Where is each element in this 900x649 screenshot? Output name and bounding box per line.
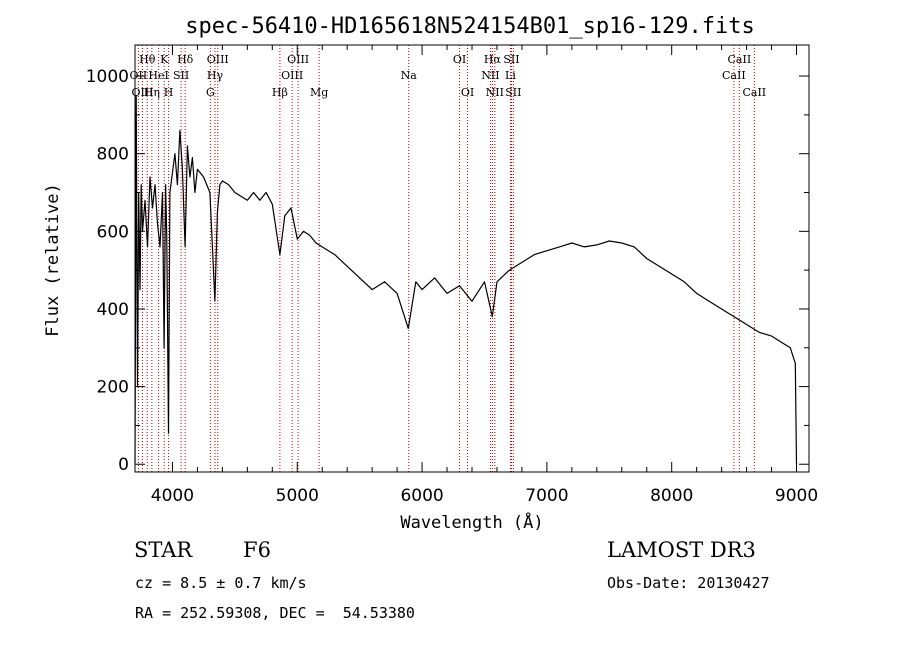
x-tick-label: 8000 — [650, 486, 693, 506]
y-tick-label: 200 — [97, 378, 129, 398]
plot-frame — [134, 44, 810, 473]
marker-label: K — [160, 53, 169, 66]
marker-label: Hδ — [177, 53, 194, 66]
y-tick-label: 800 — [97, 145, 129, 165]
marker-label: Mg — [310, 86, 328, 99]
object-class: STAR — [134, 538, 193, 562]
marker-label: SII — [173, 69, 189, 82]
x-tick-label: 9000 — [775, 486, 818, 506]
y-tick-label: 600 — [97, 222, 129, 242]
marker-label: Hθ — [139, 53, 156, 66]
y-tick-label: 400 — [97, 300, 129, 320]
marker-label: G — [206, 86, 215, 99]
marker-label: OIII — [131, 86, 153, 99]
marker-label: Hγ — [207, 69, 224, 82]
redshift-text: cz = 8.5 ± 0.7 km/s — [135, 574, 307, 592]
marker-label: OIII — [287, 53, 309, 66]
survey-name: LAMOST DR3 — [607, 538, 756, 562]
obs-date: Obs-Date: 20130427 — [607, 574, 770, 592]
coordinates-text: RA = 252.59308, DEC = 54.53380 — [135, 604, 415, 622]
marker-label: NII — [486, 86, 504, 99]
y-axis-label: Flux (relative) — [43, 183, 63, 337]
marker-label: Li — [505, 69, 516, 82]
y-axis-ticks: 0 200 400 600 800 1000 — [86, 67, 809, 475]
marker-label: NII — [481, 69, 499, 82]
series-line-spectrum — [134, 94, 798, 465]
marker-label: HeI — [148, 69, 168, 82]
marker-label: Hβ — [272, 86, 288, 99]
series-group — [134, 94, 798, 465]
marker-label: CaII — [728, 53, 752, 66]
x-axis-ticks: 4000 5000 6000 7000 8000 9000 — [151, 45, 818, 506]
marker-label: CaII — [742, 86, 766, 99]
object-subclass: F6 — [243, 538, 271, 562]
marker-label: SII — [503, 53, 519, 66]
marker-label: OII — [130, 69, 148, 82]
x-tick-label: 5000 — [276, 486, 319, 506]
y-tick-label: 0 — [118, 455, 129, 475]
x-tick-label: 6000 — [400, 486, 443, 506]
marker-label: Na — [401, 69, 418, 82]
marker-label: OI — [453, 53, 466, 66]
marker-label: OI — [461, 86, 474, 99]
x-axis-label: Wavelength (Å) — [400, 511, 543, 533]
x-tick-label: 4000 — [151, 486, 194, 506]
marker-label: SII — [505, 86, 521, 99]
marker-label: OIII — [207, 53, 229, 66]
y-tick-label: 1000 — [86, 67, 129, 87]
spectral-line-markers — [137, 45, 755, 472]
marker-label: Hη — [144, 86, 160, 99]
marker-label: Hα — [484, 53, 502, 66]
marker-label: CaII — [722, 69, 746, 82]
x-tick-label: 7000 — [525, 486, 568, 506]
marker-label: H — [164, 86, 174, 99]
marker-label: OIII — [281, 69, 303, 82]
chart-title: spec-56410-HD165618N524154B01_sp16-129.f… — [185, 14, 755, 39]
